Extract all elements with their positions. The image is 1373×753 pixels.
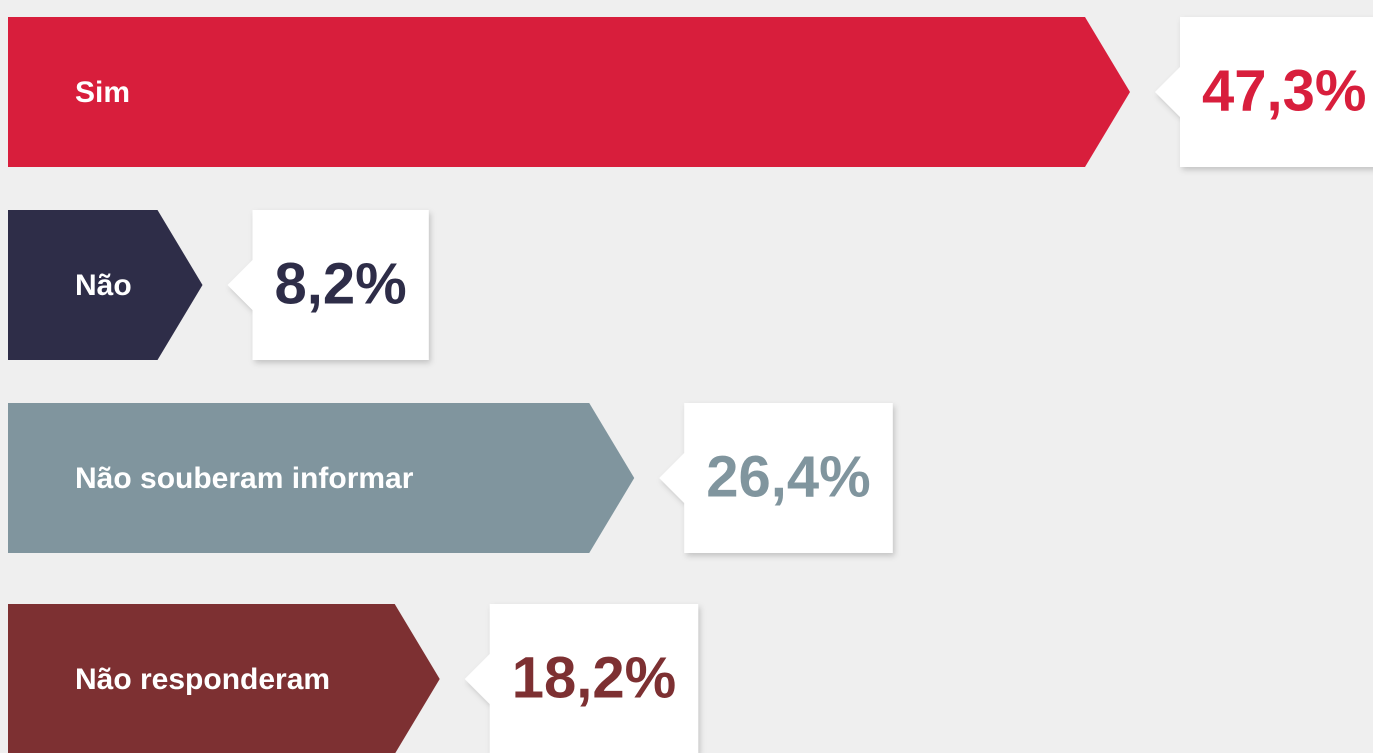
bar (8, 604, 440, 753)
bar (8, 403, 635, 553)
value-label: 18,2% (512, 645, 676, 710)
bar (8, 17, 1130, 167)
category-label: Não responderam (75, 663, 330, 696)
value-label: 26,4% (706, 444, 870, 509)
category-label: Não (75, 269, 132, 302)
value-label: 47,3% (1202, 58, 1366, 123)
category-label: Sim (75, 76, 130, 109)
value-box (1155, 17, 1373, 167)
category-label: Não souberam informar (75, 462, 414, 495)
value-label: 8,2% (275, 251, 407, 316)
value-box (464, 604, 699, 753)
value-box (659, 403, 893, 553)
value-box (227, 210, 429, 360)
bar (8, 210, 203, 360)
